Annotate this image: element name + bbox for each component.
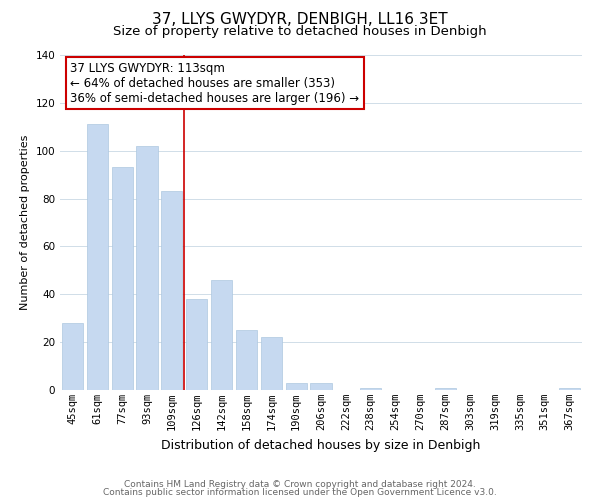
Bar	[559, 388, 580, 390]
Bar	[87, 124, 108, 390]
Bar	[211, 280, 232, 390]
Bar	[62, 323, 83, 390]
Bar	[360, 388, 381, 390]
Bar	[261, 338, 282, 390]
Bar	[161, 192, 182, 390]
Text: 37, LLYS GWYDYR, DENBIGH, LL16 3ET: 37, LLYS GWYDYR, DENBIGH, LL16 3ET	[152, 12, 448, 28]
Bar	[236, 330, 257, 390]
X-axis label: Distribution of detached houses by size in Denbigh: Distribution of detached houses by size …	[161, 438, 481, 452]
Bar	[136, 146, 158, 390]
Bar	[186, 299, 207, 390]
Text: 37 LLYS GWYDYR: 113sqm
← 64% of detached houses are smaller (353)
36% of semi-de: 37 LLYS GWYDYR: 113sqm ← 64% of detached…	[70, 62, 359, 104]
Bar	[435, 388, 456, 390]
Y-axis label: Number of detached properties: Number of detached properties	[20, 135, 30, 310]
Text: Contains HM Land Registry data © Crown copyright and database right 2024.: Contains HM Land Registry data © Crown c…	[124, 480, 476, 489]
Bar	[286, 383, 307, 390]
Text: Size of property relative to detached houses in Denbigh: Size of property relative to detached ho…	[113, 25, 487, 38]
Text: Contains public sector information licensed under the Open Government Licence v3: Contains public sector information licen…	[103, 488, 497, 497]
Bar	[310, 383, 332, 390]
Bar	[112, 168, 133, 390]
